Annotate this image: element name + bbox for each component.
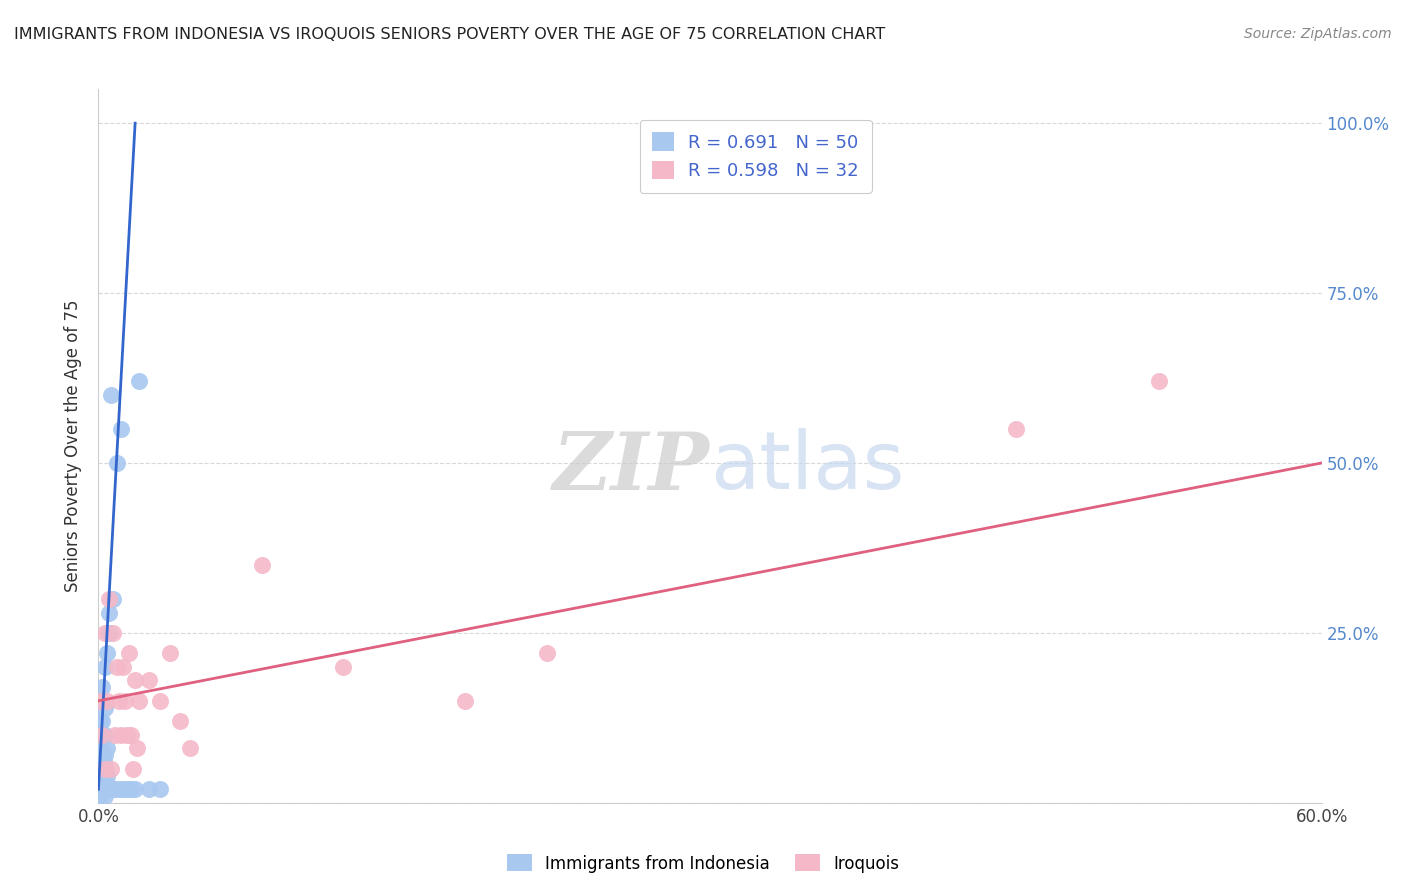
- Point: [108, 782, 131, 797]
- Point: [93, 762, 115, 776]
- Point: [97, 626, 120, 640]
- Point: [93, 782, 115, 797]
- Point: [89, 714, 111, 729]
- Point: [89, 762, 111, 776]
- Point: [120, 728, 142, 742]
- Point: [96, 646, 118, 660]
- Point: [111, 782, 134, 797]
- Point: [536, 646, 558, 660]
- Point: [110, 422, 132, 436]
- Point: [90, 782, 112, 797]
- Point: [128, 375, 150, 389]
- Point: [101, 626, 124, 640]
- Point: [96, 741, 118, 756]
- Point: [89, 769, 111, 783]
- Point: [120, 782, 142, 797]
- Point: [1147, 375, 1170, 389]
- Point: [101, 782, 124, 797]
- Point: [149, 694, 172, 708]
- Point: [104, 728, 127, 742]
- Point: [97, 606, 120, 620]
- Point: [89, 741, 111, 756]
- Text: atlas: atlas: [710, 428, 904, 507]
- Point: [93, 728, 115, 742]
- Point: [128, 694, 150, 708]
- Point: [110, 728, 132, 742]
- Point: [122, 762, 145, 776]
- Point: [124, 782, 146, 797]
- Point: [90, 755, 112, 769]
- Point: [114, 694, 136, 708]
- Point: [179, 741, 201, 756]
- Point: [97, 782, 120, 797]
- Point: [332, 660, 354, 674]
- Point: [93, 626, 115, 640]
- Y-axis label: Seniors Poverty Over the Age of 75: Seniors Poverty Over the Age of 75: [65, 300, 83, 592]
- Point: [138, 673, 160, 688]
- Point: [101, 591, 124, 606]
- Point: [149, 782, 172, 797]
- Point: [91, 755, 114, 769]
- Point: [93, 775, 115, 789]
- Point: [93, 700, 115, 714]
- Point: [159, 646, 181, 660]
- Point: [93, 748, 115, 763]
- Point: [93, 789, 115, 803]
- Point: [90, 769, 112, 783]
- Text: IMMIGRANTS FROM INDONESIA VS IROQUOIS SENIORS POVERTY OVER THE AGE OF 75 CORRELA: IMMIGRANTS FROM INDONESIA VS IROQUOIS SE…: [14, 27, 886, 42]
- Point: [89, 694, 111, 708]
- Point: [118, 646, 141, 660]
- Point: [96, 782, 118, 797]
- Point: [91, 728, 114, 742]
- Point: [91, 769, 114, 783]
- Point: [250, 558, 273, 572]
- Point: [108, 694, 131, 708]
- Point: [93, 755, 115, 769]
- Point: [89, 789, 111, 803]
- Point: [124, 673, 146, 688]
- Point: [96, 769, 118, 783]
- Legend: R = 0.691   N = 50, R = 0.598   N = 32: R = 0.691 N = 50, R = 0.598 N = 32: [640, 120, 872, 193]
- Point: [93, 782, 115, 797]
- Point: [89, 734, 111, 748]
- Point: [111, 660, 134, 674]
- Point: [89, 782, 111, 797]
- Point: [91, 782, 114, 797]
- Point: [93, 660, 115, 674]
- Point: [89, 775, 111, 789]
- Point: [100, 388, 122, 402]
- Point: [89, 755, 111, 769]
- Point: [96, 694, 118, 708]
- Point: [169, 714, 191, 729]
- Point: [93, 762, 115, 776]
- Point: [454, 694, 477, 708]
- Point: [138, 782, 160, 797]
- Point: [118, 782, 141, 797]
- Text: ZIP: ZIP: [553, 429, 710, 506]
- Point: [105, 456, 128, 470]
- Point: [1004, 422, 1026, 436]
- Point: [127, 741, 149, 756]
- Point: [90, 728, 112, 742]
- Text: Source: ZipAtlas.com: Source: ZipAtlas.com: [1244, 27, 1392, 41]
- Point: [114, 782, 136, 797]
- Legend: Immigrants from Indonesia, Iroquois: Immigrants from Indonesia, Iroquois: [501, 847, 905, 880]
- Point: [100, 762, 122, 776]
- Point: [91, 680, 114, 694]
- Point: [97, 591, 120, 606]
- Point: [115, 728, 138, 742]
- Point: [91, 714, 114, 729]
- Point: [104, 782, 127, 797]
- Point: [105, 660, 128, 674]
